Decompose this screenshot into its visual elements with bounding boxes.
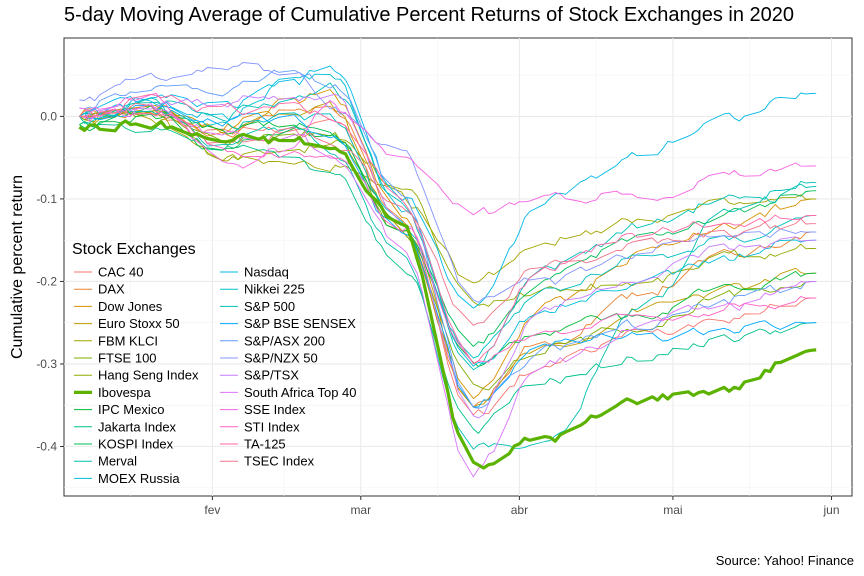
legend-label: Nasdaq bbox=[244, 265, 289, 280]
legend-title: Stock Exchanges bbox=[72, 241, 196, 258]
series-line-hang-seng-index bbox=[79, 110, 817, 307]
legend-label: IPC Mexico bbox=[98, 402, 164, 417]
y-axis-title: Cumulative percent return bbox=[9, 175, 26, 359]
legend-label: S&P BSE SENSEX bbox=[244, 316, 356, 331]
chart-caption: Source: Yahoo! Finance bbox=[715, 553, 854, 568]
series-line-south-africa-top-40 bbox=[79, 103, 817, 478]
axes: fev mar abr mai jun 0.0 -0.1 -0.2 -0.3 -0.4 bbox=[36, 109, 839, 517]
plot-panel bbox=[63, 37, 853, 497]
x-tick-label: mai bbox=[663, 503, 682, 517]
legend-label: Ibovespa bbox=[98, 385, 152, 400]
series-line-kospi-index bbox=[79, 105, 817, 347]
series-line-s-p-tsx bbox=[79, 93, 817, 419]
legend-label: South Africa Top 40 bbox=[244, 385, 357, 400]
legend-label: CAC 40 bbox=[98, 265, 144, 280]
series-line-jakarta-index bbox=[79, 121, 817, 434]
y-tick-label: -0.2 bbox=[36, 274, 57, 288]
legend-label: TSEC Index bbox=[244, 454, 315, 469]
legend-label: Merval bbox=[98, 454, 137, 469]
series-line-ibovespa bbox=[78, 119, 817, 470]
legend-label: DAX bbox=[98, 282, 125, 297]
legend-label: Jakarta Index bbox=[98, 419, 177, 434]
legend-label: S&P/TSX bbox=[244, 368, 299, 383]
legend-label: STI Index bbox=[244, 419, 300, 434]
series-line-ftse-100 bbox=[79, 108, 817, 391]
legend-label: MOEX Russia bbox=[98, 471, 180, 486]
legend-label: S&P 500 bbox=[244, 299, 295, 314]
legend-label: SSE Index bbox=[244, 402, 306, 417]
y-tick-label: -0.3 bbox=[36, 357, 57, 371]
x-tick-label: fev bbox=[204, 503, 220, 517]
legend-label: Hang Seng Index bbox=[98, 368, 199, 383]
legend: Stock Exchanges CAC 40 DAX Dow Jones Euro S… bbox=[72, 241, 357, 486]
legend-label: FBM KLCI bbox=[98, 333, 158, 348]
legend-label: KOSPI Index bbox=[98, 437, 174, 452]
series-line-dax bbox=[79, 104, 817, 408]
legend-label: TA-125 bbox=[244, 437, 286, 452]
series-line-ta-125 bbox=[79, 93, 817, 365]
series-line-s-p-nzx-50 bbox=[79, 62, 817, 303]
series-line-moex-russia bbox=[79, 73, 817, 367]
x-tick-label: mar bbox=[350, 503, 371, 517]
y-tick-label: -0.4 bbox=[36, 439, 57, 453]
legend-label: Nikkei 225 bbox=[244, 282, 305, 297]
series-line-cac-40 bbox=[79, 105, 817, 416]
y-tick-label: -0.1 bbox=[36, 192, 57, 206]
x-tick-label: abr bbox=[511, 503, 528, 517]
legend-label: Euro Stoxx 50 bbox=[98, 316, 180, 331]
legend-label: S&P/ASX 200 bbox=[244, 333, 325, 348]
legend-label: Dow Jones bbox=[98, 299, 163, 314]
series-line-s-p-asx-200 bbox=[79, 69, 817, 409]
y-tick-label: 0.0 bbox=[40, 109, 57, 123]
legend-label: S&P/NZX 50 bbox=[244, 351, 318, 366]
series-line-nasdaq bbox=[79, 65, 817, 309]
series-lines bbox=[78, 62, 817, 478]
series-line-sse-index bbox=[79, 92, 817, 216]
chart-title: 5-day Moving Average of Cumulative Perce… bbox=[64, 4, 795, 26]
series-line-s-p-bse-sensex bbox=[79, 104, 817, 408]
x-tick-label: jun bbox=[823, 503, 840, 517]
series-line-s-p-500 bbox=[79, 82, 817, 371]
legend-label: FTSE 100 bbox=[98, 351, 157, 366]
